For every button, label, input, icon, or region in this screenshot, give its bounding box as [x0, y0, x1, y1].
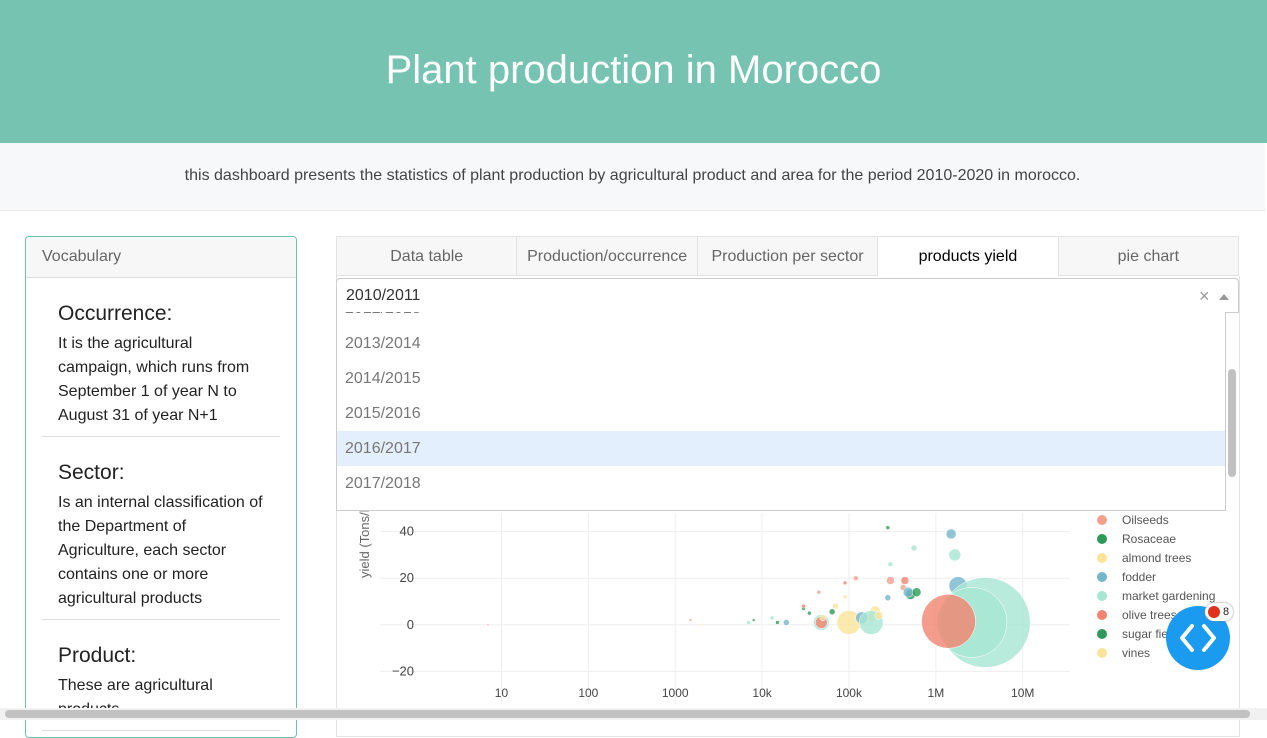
code-icon — [1180, 624, 1216, 652]
badge-count: 8 — [1223, 606, 1230, 618]
clear-button[interactable]: × — [1199, 286, 1210, 306]
tab[interactable]: Production per sector — [697, 236, 879, 276]
bubble — [819, 614, 827, 622]
legend-label: olive trees — [1122, 608, 1177, 622]
x-tick-label: 10 — [495, 686, 509, 700]
dropdown-option[interactable]: 2015/2016 — [345, 405, 421, 422]
vocab-term: Product: — [58, 644, 137, 667]
legend-marker — [1097, 629, 1107, 639]
legend-marker — [1097, 572, 1107, 582]
bubble — [688, 618, 693, 622]
bubble — [911, 587, 922, 597]
legend-label: almond trees — [1122, 551, 1191, 565]
card-title: Vocabulary — [26, 237, 296, 278]
bubble — [783, 619, 790, 626]
dropdown-option[interactable]: 2012/2013 — [337, 312, 1225, 326]
bubble — [752, 618, 756, 622]
bubble — [746, 620, 751, 625]
year-dropdown[interactable]: 2010/2011 × — [336, 278, 1239, 313]
bubble — [910, 544, 918, 552]
bubble — [828, 608, 836, 616]
tab[interactable]: Production/occurrence — [517, 236, 698, 276]
dropdown-option[interactable]: 2014/2015 — [345, 370, 421, 387]
legend-label: Rosaceae — [1122, 532, 1176, 546]
h-scroll-thumb[interactable] — [5, 710, 1250, 718]
legend-marker — [1097, 610, 1107, 620]
legend-label: Oilseeds — [1122, 513, 1169, 527]
entries: Occurrence: It is the agricultural campai… — [26, 278, 296, 731]
x-tick-label: 1000 — [662, 686, 689, 700]
menu-scrollbar[interactable] — [1228, 369, 1236, 477]
legend-marker — [1097, 591, 1107, 601]
dropdown-value: 2010/2011 — [346, 287, 421, 304]
intro-text: this dashboard presents the statistics o… — [0, 143, 1265, 211]
y-axis-label: yield (Tons/ha) — [357, 493, 372, 578]
tab[interactable]: Data table — [336, 236, 518, 276]
legend-marker — [1097, 648, 1107, 658]
vocab-definition: It is the agricultural campaign, which r… — [58, 335, 250, 424]
x-tick-label: 10M — [1011, 686, 1034, 700]
vocab-term: Sector: — [58, 461, 125, 484]
legend-label: fodder — [1122, 570, 1156, 584]
legend-label: vines — [1122, 646, 1150, 660]
bubble — [832, 602, 839, 610]
legend-label: market gardening — [1122, 589, 1215, 603]
bubble — [902, 586, 914, 598]
vocabulary-card: Vocabulary Occurrence: It is the agricult… — [25, 236, 297, 738]
bubble — [874, 611, 883, 620]
vocab-term: Occurrence: — [58, 302, 173, 325]
bubble — [816, 589, 822, 595]
bubble — [769, 615, 775, 621]
chart: 10 100 1000 10k 100k 1M 10M 40 20 0 −20 yield (Tons… — [357, 493, 1215, 704]
bubble — [807, 610, 812, 616]
legend-marker — [1097, 534, 1107, 544]
tabs: Data table Production/occurrence Productio… — [336, 236, 1240, 276]
bubble — [775, 620, 780, 625]
bubble — [887, 561, 894, 567]
bubble — [842, 580, 848, 586]
vocab-entry: Occurrence: It is the agricultural campai… — [42, 278, 280, 437]
bubble — [853, 575, 859, 581]
bubble — [945, 528, 957, 540]
bubble — [900, 576, 910, 585]
bubble — [948, 548, 961, 562]
dropdown-menu: 2012/2013 2013/2014 2014/2015 2015/2016 2016… — [336, 312, 1226, 511]
dropdown-option[interactable]: 2016/2017 — [337, 431, 1225, 466]
y-tick-label: 0 — [407, 617, 414, 632]
bubble — [700, 623, 703, 627]
dropdown-option[interactable]: 2013/2014 — [345, 335, 421, 352]
dropdown-option[interactable]: 2018/2019 — [337, 501, 1225, 510]
tab[interactable]: pie chart — [1058, 236, 1240, 276]
x-tick-label: 100k — [836, 686, 863, 700]
bubble — [921, 594, 976, 649]
page-title: Plant production in Morocco — [0, 0, 1267, 143]
vocab-definition: Is an internal classification of the Dep… — [58, 494, 263, 607]
y-tick-label: −20 — [392, 663, 414, 678]
error-badge[interactable]: 8 — [1205, 603, 1233, 621]
bubble — [885, 525, 891, 530]
y-tick-label: 40 — [400, 524, 414, 539]
legend-marker — [1097, 553, 1107, 563]
bubble — [886, 576, 895, 585]
x-tick-label: 100 — [578, 686, 598, 700]
bubble — [842, 594, 848, 600]
bubble — [884, 594, 892, 602]
tab[interactable]: products yield — [878, 236, 1059, 276]
legend-marker — [1097, 515, 1107, 525]
dropdown-caret[interactable] — [1219, 294, 1229, 300]
x-tick-label: 10k — [752, 686, 772, 700]
vocab-entry: Sector: Is an internal classification of … — [42, 437, 280, 620]
x-tick-label: 1M — [928, 686, 945, 700]
bubble — [486, 623, 490, 627]
bubble — [801, 603, 806, 609]
y-tick-label: 20 — [400, 570, 414, 585]
dropdown-option[interactable]: 2017/2018 — [345, 475, 421, 492]
